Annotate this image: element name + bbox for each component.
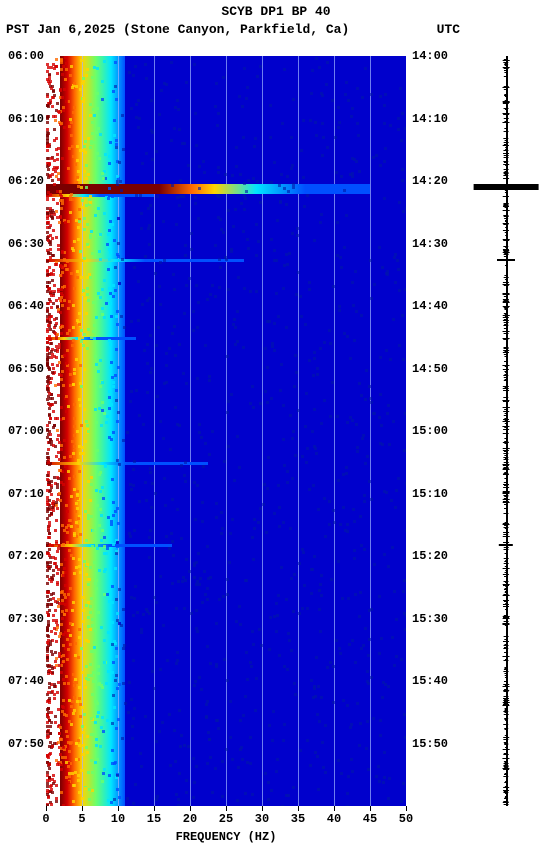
- y-tick-pst: 07:40: [0, 674, 44, 688]
- x-axis-label: FREQUENCY (HZ): [46, 830, 406, 844]
- gridline: [298, 56, 299, 806]
- x-tick: 0: [42, 812, 49, 826]
- y-tick-utc: 14:40: [412, 299, 456, 313]
- y-tick-utc: 14:30: [412, 237, 456, 251]
- y-tick-pst: 07:30: [0, 612, 44, 626]
- gridline: [190, 56, 191, 806]
- gridline: [334, 56, 335, 806]
- gridline: [154, 56, 155, 806]
- x-tick: 45: [363, 812, 377, 826]
- x-tick: 50: [399, 812, 413, 826]
- y-axis-utc: 14:0014:1014:2014:3014:4014:5015:0015:10…: [406, 56, 452, 806]
- y-tick-pst: 06:00: [0, 49, 44, 63]
- y-tick-pst: 06:40: [0, 299, 44, 313]
- y-tick-utc: 14:10: [412, 112, 456, 126]
- utc-label: UTC: [437, 22, 460, 37]
- y-tick-pst: 06:30: [0, 237, 44, 251]
- gridline: [262, 56, 263, 806]
- gridline: [82, 56, 83, 806]
- spectrogram: [46, 56, 406, 806]
- gridline: [226, 56, 227, 806]
- seismic-event: [46, 259, 244, 262]
- y-tick-utc: 15:20: [412, 549, 456, 563]
- y-tick-utc: 14:00: [412, 49, 456, 63]
- x-tick: 5: [78, 812, 85, 826]
- y-tick-utc: 15:40: [412, 674, 456, 688]
- y-tick-utc: 15:50: [412, 737, 456, 751]
- y-tick-pst: 07:20: [0, 549, 44, 563]
- x-tick: 15: [147, 812, 161, 826]
- y-tick-pst: 07:00: [0, 424, 44, 438]
- y-tick-utc: 15:00: [412, 424, 456, 438]
- x-tick: 20: [183, 812, 197, 826]
- pst-date-label: PST Jan 6,2025 (Stone Canyon, Parkfield,…: [6, 22, 349, 37]
- y-tick-utc: 15:10: [412, 487, 456, 501]
- lowfreq-band: [96, 56, 110, 806]
- x-tick: 10: [111, 812, 125, 826]
- y-axis-pst: 06:0006:1006:2006:3006:4006:5007:0007:10…: [0, 56, 46, 806]
- y-tick-pst: 07:50: [0, 737, 44, 751]
- y-tick-utc: 14:50: [412, 362, 456, 376]
- y-tick-pst: 07:10: [0, 487, 44, 501]
- waveform-spike: [497, 259, 515, 261]
- x-axis: FREQUENCY (HZ) 05101520253035404550: [46, 806, 406, 846]
- y-tick-pst: 06:50: [0, 362, 44, 376]
- chart-title: SCYB DP1 BP 40: [0, 4, 552, 19]
- y-tick-utc: 15:30: [412, 612, 456, 626]
- y-tick-pst: 06:20: [0, 174, 44, 188]
- y-tick-utc: 14:20: [412, 174, 456, 188]
- x-tick: 35: [291, 812, 305, 826]
- x-tick: 30: [255, 812, 269, 826]
- y-tick-pst: 06:10: [0, 112, 44, 126]
- x-tick: 25: [219, 812, 233, 826]
- gridline: [370, 56, 371, 806]
- x-tick: 40: [327, 812, 341, 826]
- waveform: [470, 56, 542, 806]
- gridline: [118, 56, 119, 806]
